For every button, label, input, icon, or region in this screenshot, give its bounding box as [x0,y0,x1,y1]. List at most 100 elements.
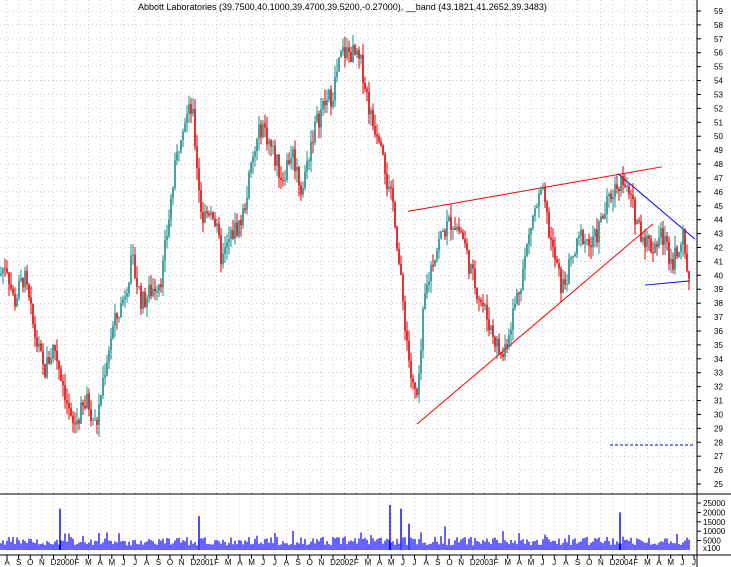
candle-body [246,197,248,211]
candle-body [510,329,512,335]
candle-body [448,216,450,222]
candle-body [480,299,482,303]
candle-body [144,291,146,307]
candle-body [428,281,430,286]
candle-body [512,308,514,330]
candle-body [72,415,74,424]
candle-body [542,186,544,190]
candle-body [206,211,208,214]
candle-body [532,216,534,228]
candle-body [504,344,506,357]
candle-body [20,277,22,281]
candle-body [676,247,678,257]
candle-body [520,290,522,294]
candle-body [666,235,668,242]
candle-body [596,229,598,243]
candle-body [76,420,78,425]
candle-body [556,259,558,264]
candle-body [230,230,232,239]
candle-body [124,296,126,300]
candle-body [90,409,92,421]
x-tick-label: D [330,558,336,567]
x-tick-label: J [413,558,417,567]
candle-body [122,299,124,304]
candle-body [562,279,564,293]
candle-body [458,226,460,231]
candle-body [642,237,644,242]
x-tick-label: 2000 [56,558,74,567]
candle-body [386,173,388,190]
candle-body [396,226,398,249]
candle-body [380,141,382,146]
candle-body [414,382,416,389]
candle-body [472,264,474,269]
candle-body [608,193,610,197]
candle-body [662,228,664,245]
candle-body [572,256,574,258]
candle-body [70,408,72,416]
candle-body [560,268,562,293]
candle-body [372,110,374,126]
candle-body [4,268,6,270]
candle-body [282,179,284,181]
candle-body [488,319,490,331]
candle-body [198,168,200,191]
candle-body [498,338,500,354]
y-axis-ticks: 25 26 27 28 29 30 31 32 33 34 35 36 37 38 39 40 41 42 43 44… [697,7,723,489]
x-tick-label: M [225,558,232,567]
candle-body [108,350,110,363]
candle-body [328,89,330,100]
candle-body [60,368,62,382]
candle-body [660,228,662,238]
candle-body [636,220,638,225]
trendlines [407,166,696,446]
candle-body [24,270,26,288]
candle-body [590,245,592,248]
candle-body [104,375,106,378]
candle-body [580,229,582,236]
candle-body [136,278,138,287]
candle-body [626,186,628,188]
candle-body [88,393,90,410]
candle-body [78,420,80,424]
candle-body [152,288,154,297]
candle-body [224,247,226,254]
candle-body [36,337,38,347]
y-tick-label: 58 [714,21,723,30]
x-tick-label: J [541,558,545,567]
candle-body [216,223,218,227]
x-tick-label: D [610,558,616,567]
y-tick-label: 44 [714,216,723,225]
candle-body [384,154,386,174]
candle-body [398,248,400,264]
candle-body [18,280,20,299]
candle-body [678,251,680,257]
candle-body [40,343,42,352]
trendline [617,173,696,240]
candle-body [140,286,142,309]
candle-body [516,292,518,304]
candle-body [602,216,604,219]
candle-body [12,288,14,295]
candle-body [204,211,206,223]
candle-body [634,199,636,225]
candle-body [462,232,464,240]
candle-body [300,185,302,195]
candle-body [624,185,626,188]
candle-body [94,419,96,421]
candle-body [256,138,258,152]
candle-body [288,160,290,164]
candle-body [390,186,392,189]
candle-body [314,121,316,143]
y-tick-label: 33 [714,369,723,378]
candle-body [178,151,180,153]
candle-body [56,350,58,362]
candle-body [0,273,2,276]
candle-body [298,166,300,186]
y-tick-label: 43 [714,230,723,239]
candle-body [304,171,306,189]
candle-body [192,109,194,114]
candle-body [426,285,428,294]
candle-body [308,160,310,162]
candle-body [430,264,432,282]
